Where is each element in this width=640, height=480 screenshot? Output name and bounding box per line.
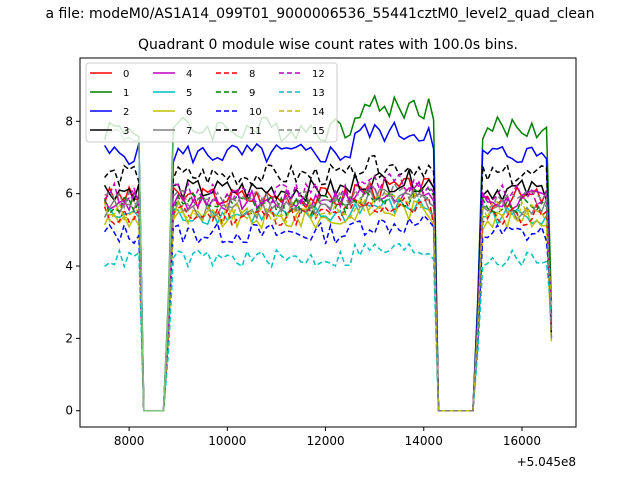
plot-frame [79, 57, 577, 428]
legend-label-14: 14 [312, 107, 325, 118]
x-tick-label: 10000 [208, 434, 246, 448]
x-tick-label: 12000 [306, 434, 344, 448]
series-layer [103, 93, 553, 412]
y-tick-label: 8 [65, 114, 73, 128]
tick-layer: 8000 10000 12000 14000 16000 0 2 4 6 8 [65, 114, 541, 448]
x-tick-label: 14000 [405, 434, 443, 448]
legend-label-1: 1 [123, 88, 129, 99]
y-tick-label: 2 [65, 331, 73, 345]
y-tick-label: 0 [65, 404, 73, 418]
figure-suptitle: a file: modeM0/AS1A14_099T01_9000006536_… [46, 6, 595, 22]
legend-label-0: 0 [123, 69, 129, 80]
legend-label-6: 6 [186, 107, 192, 118]
series-line-13 [104, 242, 553, 412]
y-tick-label: 4 [65, 259, 73, 273]
series-line-14 [103, 190, 553, 412]
legend-label-2: 2 [123, 107, 129, 118]
legend-label-7: 7 [186, 126, 192, 137]
legend-label-12: 12 [312, 69, 325, 80]
legend-label-8: 8 [249, 69, 255, 80]
legend-label-9: 9 [249, 88, 255, 99]
legend-label-13: 13 [312, 88, 325, 99]
y-tick-label: 6 [65, 187, 73, 201]
legend-label-3: 3 [123, 126, 129, 137]
legend-label-4: 4 [186, 69, 192, 80]
x-tick-label: 8000 [114, 434, 145, 448]
chart-title: Quadrant 0 module wise count rates with … [138, 37, 518, 53]
series-line-extra [104, 129, 175, 412]
series-line-15 [104, 180, 553, 412]
legend-frame [85, 62, 338, 143]
x-offset-label: +5.045e8 [517, 455, 576, 469]
legend-label-10: 10 [249, 107, 262, 118]
legend-label-11: 11 [249, 126, 262, 137]
legend-label-15: 15 [312, 126, 325, 137]
legend-label-5: 5 [186, 88, 192, 99]
x-tick-label: 16000 [503, 434, 541, 448]
